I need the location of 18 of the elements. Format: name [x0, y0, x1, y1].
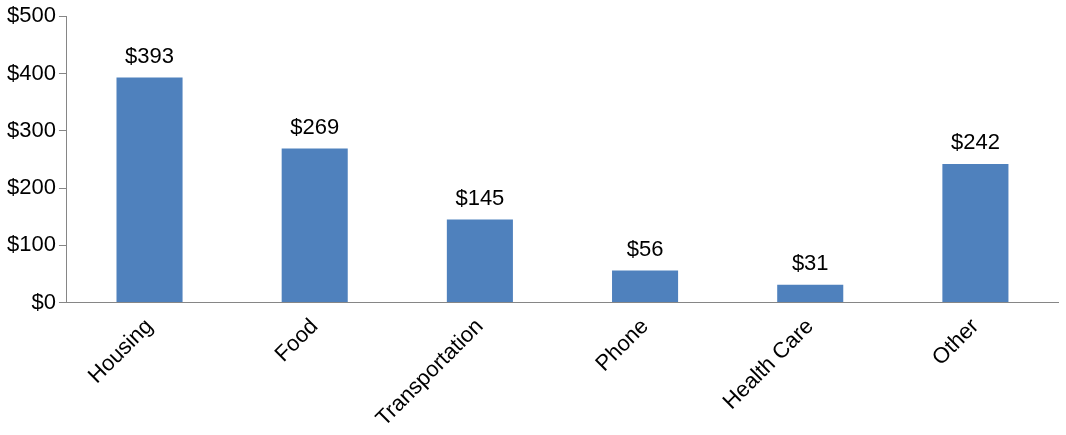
- bar: [777, 284, 844, 303]
- data-label: $269: [290, 113, 340, 139]
- y-tick-label: $400: [6, 59, 56, 85]
- bar: [116, 77, 183, 303]
- y-tick-label: $200: [6, 174, 56, 200]
- data-label: $56: [626, 235, 664, 261]
- bar: [942, 163, 1009, 303]
- y-tick-label: $300: [6, 116, 56, 142]
- data-label: $242: [950, 129, 1000, 155]
- data-label: $393: [125, 42, 175, 68]
- y-tick-label: $0: [31, 288, 56, 314]
- bar: [281, 148, 348, 303]
- y-tick-label: $500: [6, 2, 56, 28]
- y-tick-label: $100: [6, 231, 56, 257]
- bar: [612, 270, 679, 303]
- data-label: $145: [455, 184, 505, 210]
- data-label: $31: [791, 249, 829, 275]
- bar: [446, 219, 513, 303]
